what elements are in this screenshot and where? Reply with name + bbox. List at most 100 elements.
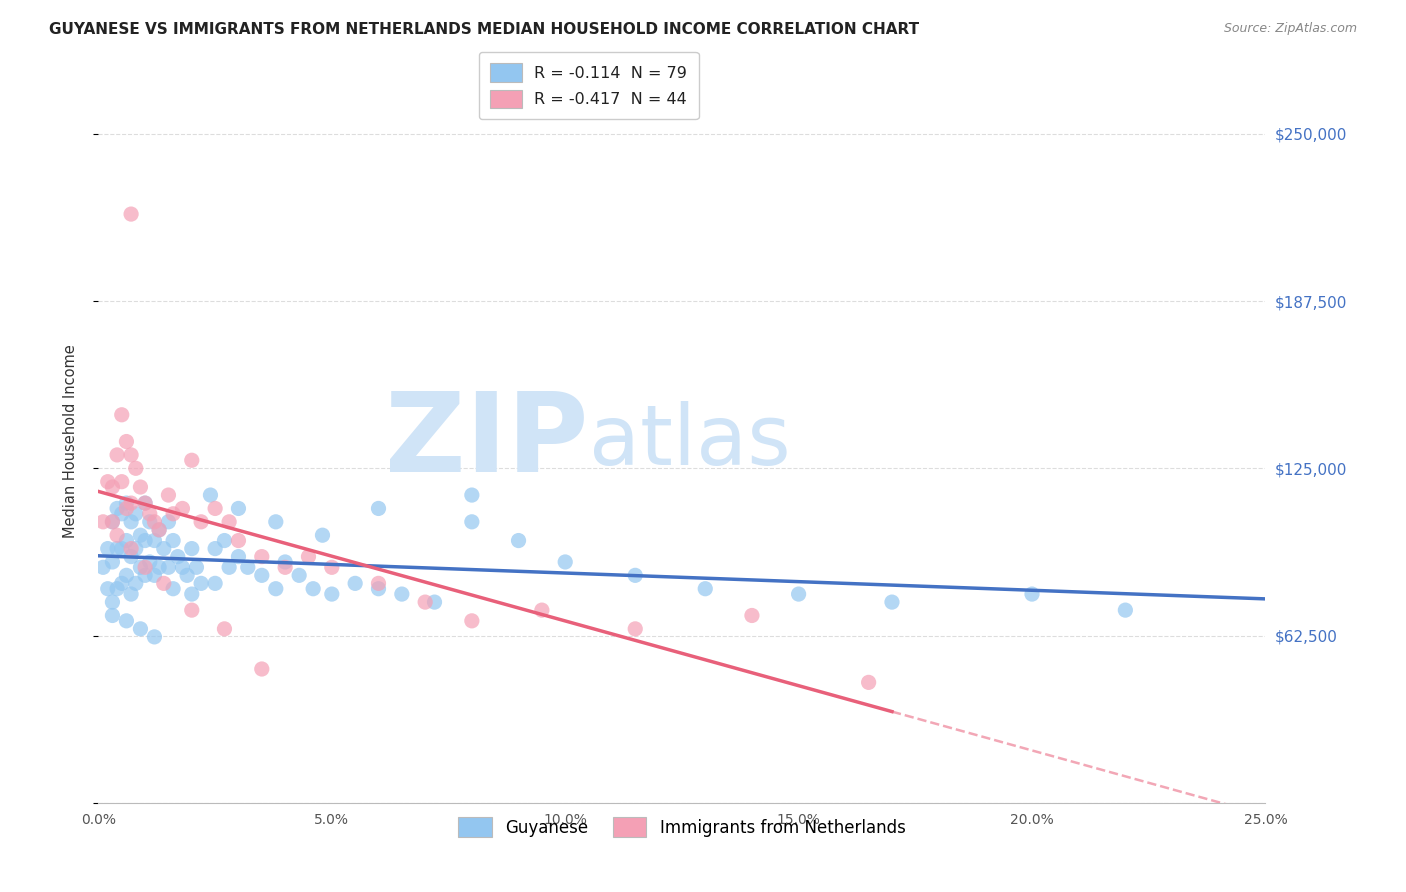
Point xyxy=(120,496,142,510)
Point xyxy=(129,622,152,636)
Point xyxy=(204,501,226,516)
Point xyxy=(176,568,198,582)
Point xyxy=(218,515,240,529)
Point xyxy=(111,576,134,591)
Point xyxy=(120,515,142,529)
Point xyxy=(367,582,389,596)
Point xyxy=(101,608,124,623)
Point xyxy=(139,507,162,521)
Point xyxy=(311,528,333,542)
Point xyxy=(115,496,138,510)
Point xyxy=(125,507,148,521)
Point xyxy=(120,587,142,601)
Point xyxy=(115,568,138,582)
Point xyxy=(97,541,120,556)
Point xyxy=(250,549,273,564)
Point xyxy=(190,576,212,591)
Point xyxy=(97,582,120,596)
Point xyxy=(105,541,128,556)
Point xyxy=(214,622,236,636)
Point xyxy=(180,541,202,556)
Point xyxy=(105,582,128,596)
Point xyxy=(101,515,124,529)
Point xyxy=(858,675,880,690)
Text: Source: ZipAtlas.com: Source: ZipAtlas.com xyxy=(1223,22,1357,36)
Point xyxy=(186,560,208,574)
Point xyxy=(554,555,576,569)
Point xyxy=(101,480,124,494)
Point xyxy=(115,533,138,548)
Point xyxy=(143,533,166,548)
Point xyxy=(120,207,142,221)
Point xyxy=(115,614,138,628)
Point xyxy=(423,595,446,609)
Point xyxy=(101,515,124,529)
Point xyxy=(162,582,184,596)
Point xyxy=(302,582,325,596)
Point xyxy=(111,475,134,489)
Point xyxy=(143,630,166,644)
Point xyxy=(741,608,763,623)
Point xyxy=(157,488,180,502)
Point xyxy=(204,541,226,556)
Text: GUYANESE VS IMMIGRANTS FROM NETHERLANDS MEDIAN HOUSEHOLD INCOME CORRELATION CHAR: GUYANESE VS IMMIGRANTS FROM NETHERLANDS … xyxy=(49,22,920,37)
Point xyxy=(218,560,240,574)
Point xyxy=(695,582,717,596)
Point xyxy=(274,555,297,569)
Point xyxy=(228,501,250,516)
Point xyxy=(125,576,148,591)
Point xyxy=(264,515,287,529)
Point xyxy=(134,496,156,510)
Point xyxy=(461,515,484,529)
Point xyxy=(228,533,250,548)
Point xyxy=(321,560,343,574)
Point xyxy=(297,549,319,564)
Point xyxy=(143,515,166,529)
Point xyxy=(129,480,152,494)
Point xyxy=(162,507,184,521)
Point xyxy=(125,541,148,556)
Point xyxy=(134,496,156,510)
Text: atlas: atlas xyxy=(589,401,790,482)
Point xyxy=(148,523,170,537)
Point xyxy=(162,533,184,548)
Point xyxy=(120,549,142,564)
Point xyxy=(200,488,222,502)
Point xyxy=(180,603,202,617)
Point xyxy=(105,448,128,462)
Point xyxy=(139,555,162,569)
Point xyxy=(157,560,180,574)
Point xyxy=(250,662,273,676)
Point xyxy=(461,488,484,502)
Point xyxy=(111,541,134,556)
Point xyxy=(880,595,903,609)
Point xyxy=(367,501,389,516)
Point xyxy=(228,549,250,564)
Point xyxy=(91,515,114,529)
Point xyxy=(129,528,152,542)
Point xyxy=(101,595,124,609)
Point xyxy=(148,560,170,574)
Point xyxy=(180,453,202,467)
Point xyxy=(115,434,138,449)
Point xyxy=(461,614,484,628)
Point xyxy=(125,461,148,475)
Point xyxy=(214,533,236,548)
Point xyxy=(530,603,553,617)
Point xyxy=(115,501,138,516)
Point xyxy=(134,533,156,548)
Point xyxy=(97,475,120,489)
Point xyxy=(391,587,413,601)
Text: ZIP: ZIP xyxy=(385,388,589,495)
Point xyxy=(111,507,134,521)
Point xyxy=(105,528,128,542)
Point xyxy=(624,568,647,582)
Point xyxy=(250,568,273,582)
Point xyxy=(172,501,194,516)
Point xyxy=(264,582,287,596)
Point xyxy=(321,587,343,601)
Point xyxy=(1021,587,1043,601)
Point xyxy=(172,560,194,574)
Point xyxy=(787,587,810,601)
Point xyxy=(143,568,166,582)
